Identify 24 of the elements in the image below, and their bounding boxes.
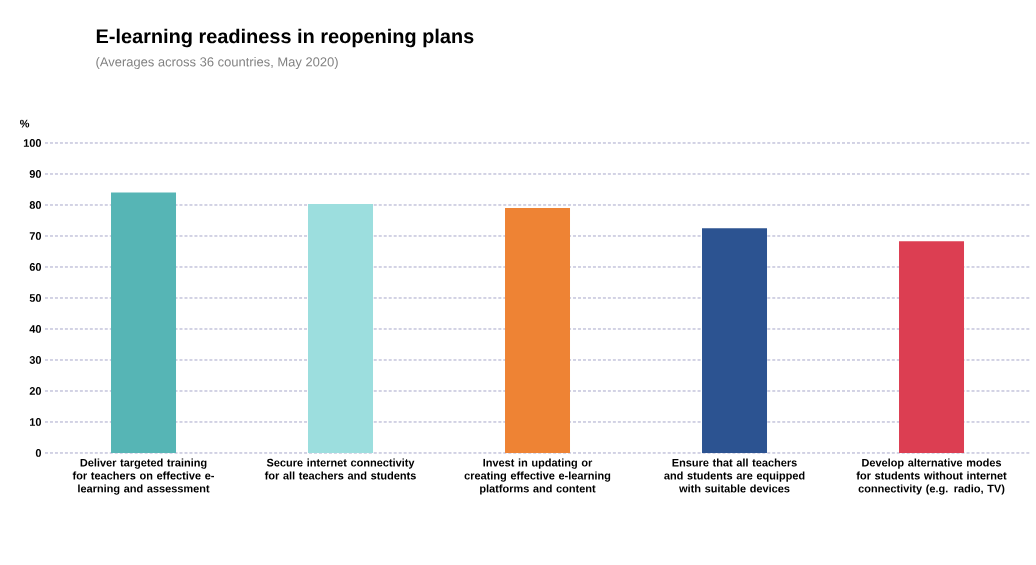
y-tick-label: 90	[29, 170, 42, 178]
x-tick-label: Develop alternative modes for students without internet connectivity (e.g. radio, TV)	[856, 458, 1007, 495]
bar	[308, 204, 374, 453]
x-tick-label: Invest in updating or creating effective e-learning platforms and content	[464, 458, 611, 495]
y-tick-label: 50	[29, 294, 42, 302]
y-tick-label: 70	[29, 232, 42, 240]
x-tick-label: Ensure that all teachers and students are equipped with suitable devices	[664, 458, 805, 493]
y-tick-label: 10	[29, 418, 42, 426]
y-tick-label: 100	[23, 139, 42, 147]
x-tick-label: Secure internet connectivity for all teachers and students	[264, 458, 416, 480]
y-tick-label: 40	[29, 325, 42, 333]
bar	[702, 228, 768, 453]
bar	[505, 208, 571, 453]
y-tick-label: 80	[29, 201, 42, 209]
y-tick-label: 60	[29, 263, 42, 271]
chart-title: E-learning readiness in reopening plans	[96, 28, 474, 48]
chart-subtitle: (Averages across 36 countries, May 2020)	[96, 56, 338, 70]
x-tick-label: Deliver targeted training for teachers on effective e-learning and assessment	[72, 458, 214, 495]
y-tick-label: 20	[29, 387, 42, 395]
y-axis-title: %	[20, 119, 30, 128]
bar	[111, 192, 177, 453]
bar	[899, 241, 965, 453]
y-tick-label: 30	[29, 356, 42, 364]
y-tick-label: 0	[35, 449, 42, 457]
